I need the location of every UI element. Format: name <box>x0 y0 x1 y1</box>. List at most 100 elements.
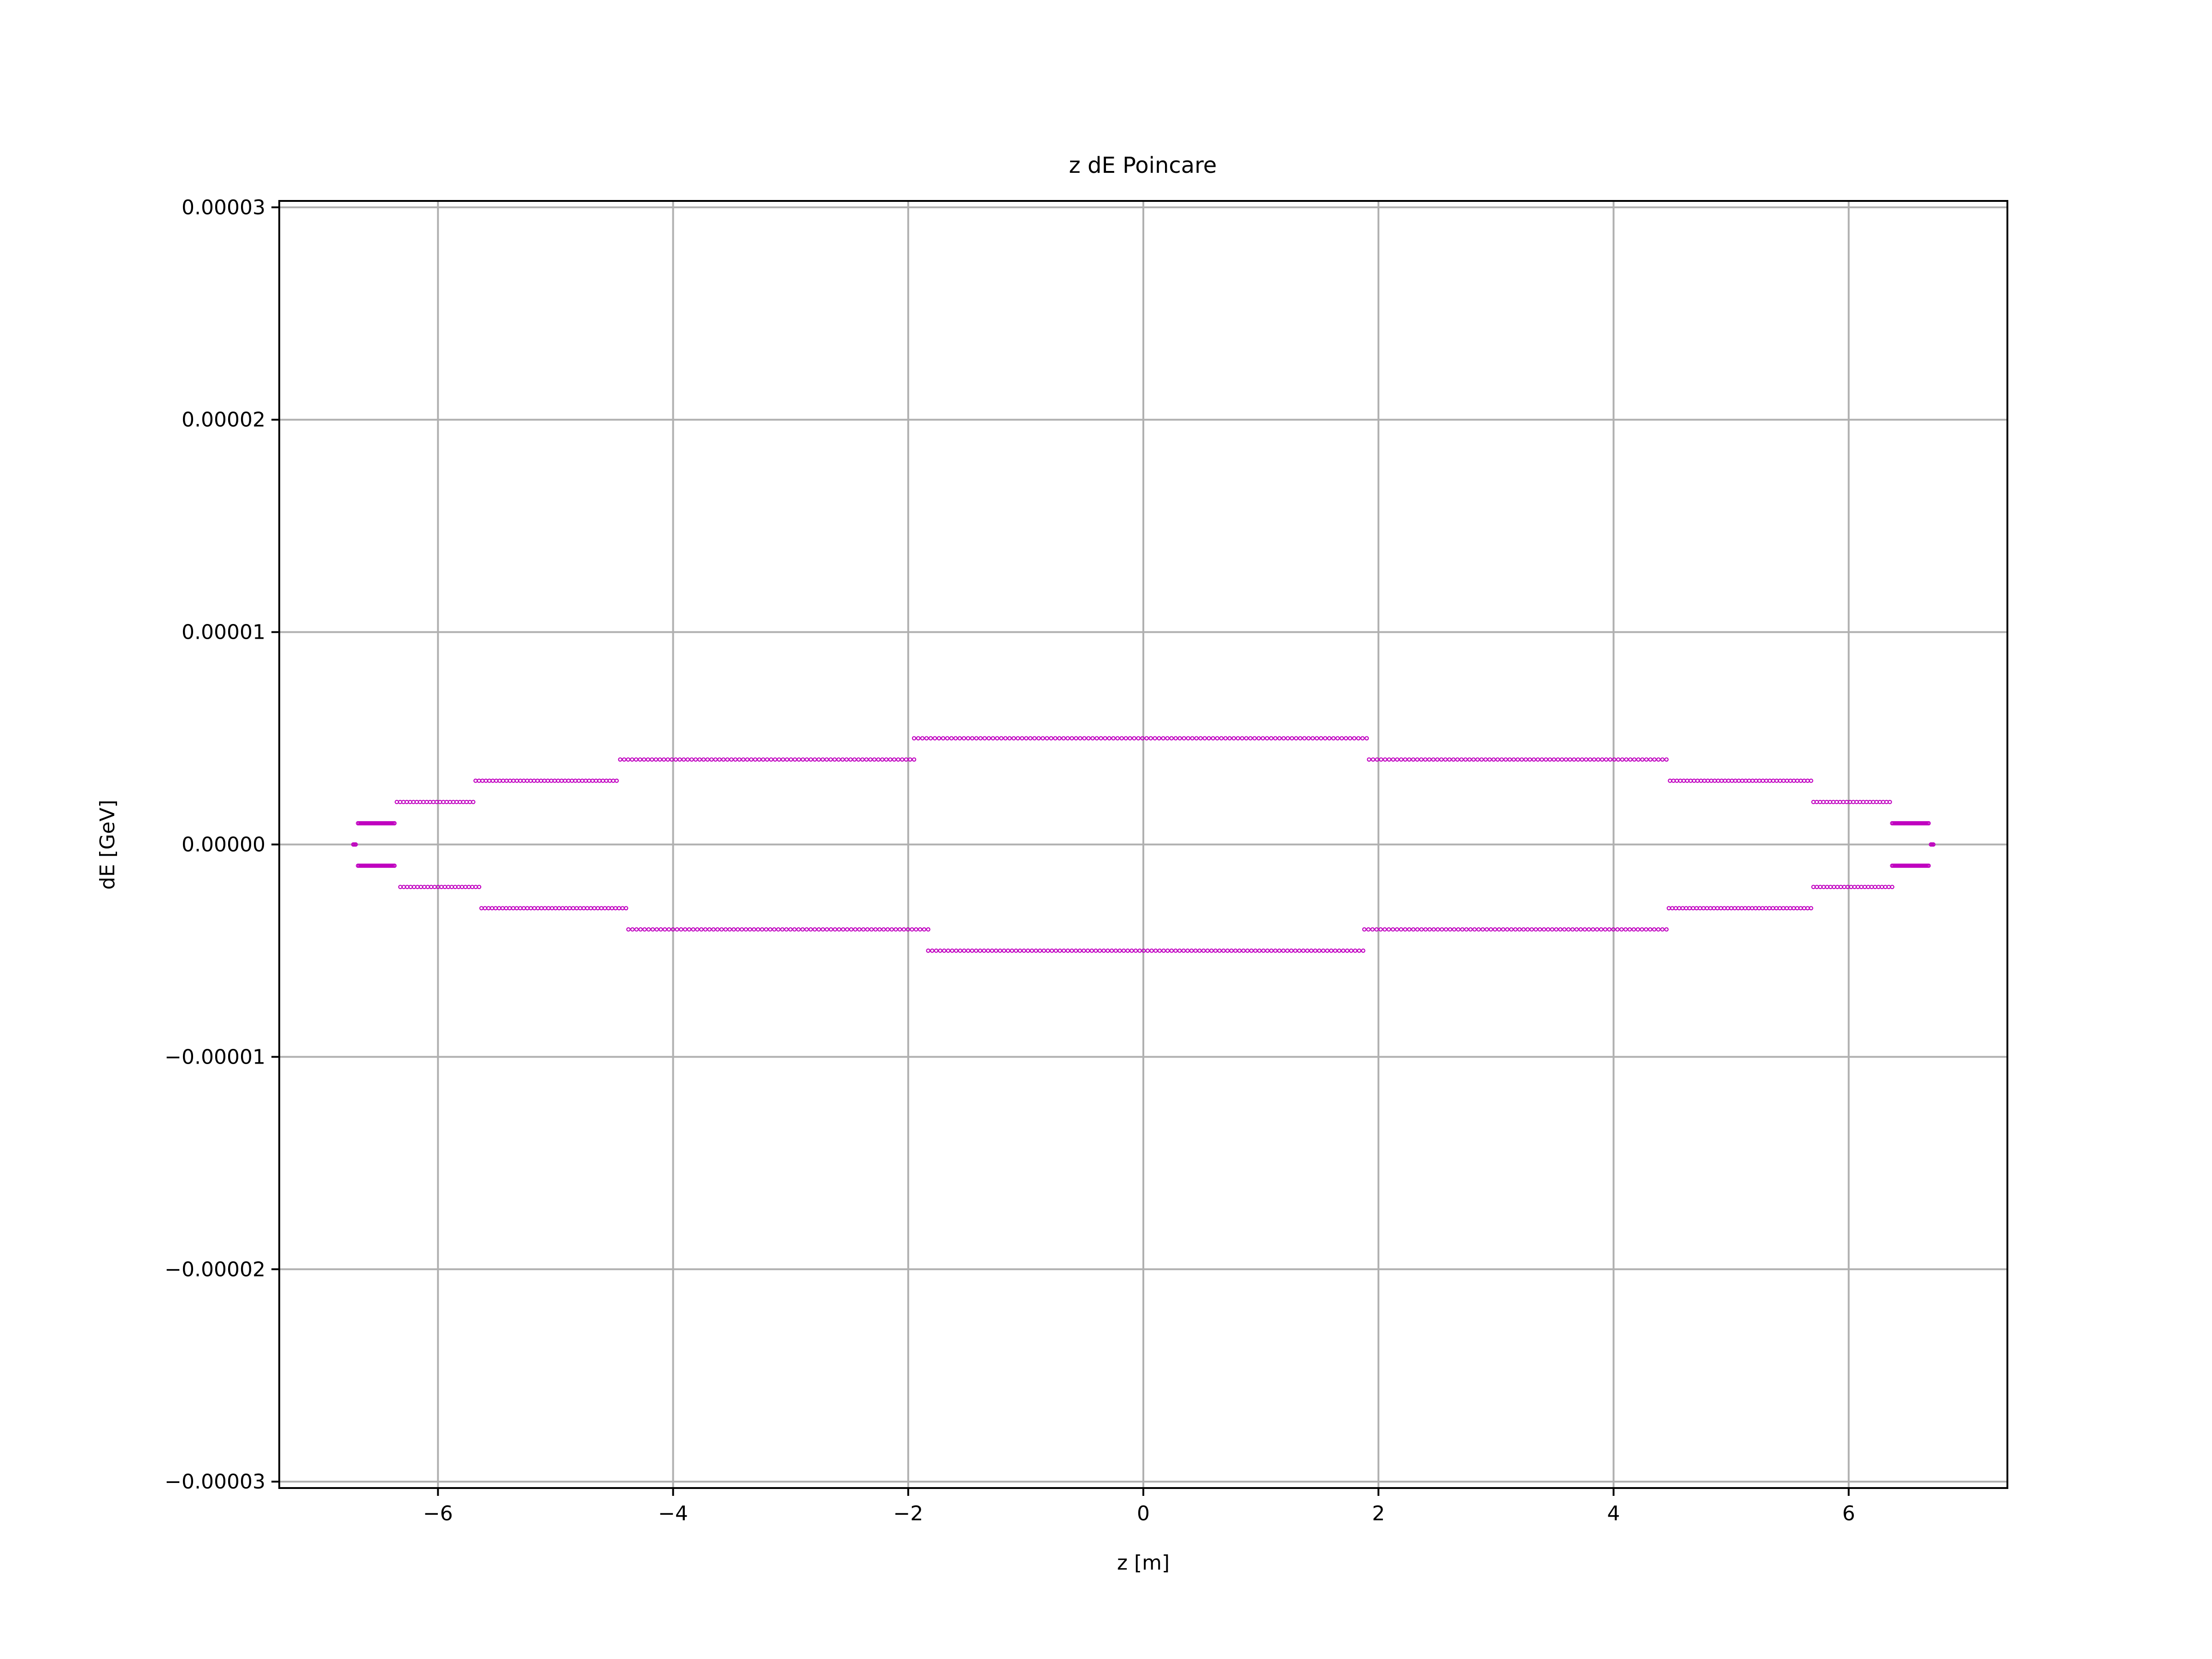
y-tick-label: 0.00000 <box>182 833 265 857</box>
data-point <box>1041 736 1045 741</box>
data-point <box>1331 736 1336 741</box>
data-point <box>1205 948 1210 953</box>
data-point <box>683 927 688 932</box>
data-point <box>1608 757 1612 762</box>
data-point <box>793 757 797 762</box>
data-point <box>1535 757 1540 762</box>
data-point <box>1635 927 1640 932</box>
data-point <box>1225 948 1230 953</box>
data-point <box>1211 736 1216 741</box>
data-point <box>1111 736 1116 741</box>
data-point <box>1077 948 1082 953</box>
data-point <box>957 736 962 741</box>
data-point <box>1931 842 1936 847</box>
data-point <box>653 757 659 762</box>
data-point <box>776 927 781 932</box>
data-point <box>618 757 623 762</box>
y-axis-label: dE [GeV] <box>96 800 119 889</box>
data-point <box>1314 736 1319 741</box>
data-point <box>1640 927 1644 932</box>
data-point <box>1382 757 1388 762</box>
data-point <box>982 736 987 741</box>
data-point <box>1310 736 1315 741</box>
data-point <box>849 927 853 932</box>
data-point <box>1476 927 1481 932</box>
data-point <box>896 757 900 762</box>
data-point <box>1636 757 1641 762</box>
data-point <box>1444 927 1448 932</box>
data-point <box>740 927 744 932</box>
data-point <box>661 757 666 762</box>
data-point <box>914 927 918 932</box>
data-point <box>1451 757 1456 762</box>
data-point <box>1399 757 1404 762</box>
data-point <box>1352 736 1357 741</box>
data-point <box>1353 948 1358 953</box>
data-point <box>1115 736 1120 741</box>
data-point <box>1479 757 1484 762</box>
data-point <box>788 757 794 762</box>
data-point <box>1012 736 1016 741</box>
data-point <box>852 757 857 762</box>
data-point <box>1269 948 1274 953</box>
data-point <box>1049 948 1054 953</box>
data-point <box>961 736 966 741</box>
data-point <box>945 736 950 741</box>
data-point <box>1464 927 1469 932</box>
data-point <box>1025 948 1030 953</box>
data-point <box>1013 948 1018 953</box>
data-point <box>1030 948 1035 953</box>
data-point <box>1483 757 1488 762</box>
data-point <box>1411 757 1416 762</box>
data-point <box>932 736 937 741</box>
data-point <box>865 927 870 932</box>
data-point <box>780 927 785 932</box>
data-point <box>965 736 971 741</box>
data-point <box>1660 927 1665 932</box>
data-point <box>1419 757 1424 762</box>
data-point <box>654 927 659 932</box>
data-point <box>1382 927 1387 932</box>
data-point <box>781 757 785 762</box>
data-point <box>707 927 712 932</box>
data-point <box>833 927 837 932</box>
data-point <box>926 948 930 953</box>
data-point <box>958 948 963 953</box>
data-point <box>1531 757 1536 762</box>
data-point <box>800 757 805 762</box>
data-point <box>1333 948 1338 953</box>
data-point <box>1070 736 1074 741</box>
data-point <box>1550 927 1554 932</box>
data-point <box>1229 948 1234 953</box>
data-point <box>1360 736 1365 741</box>
data-point <box>665 757 670 762</box>
y-tick-label: 0.00002 <box>182 408 265 432</box>
data-points <box>351 736 1936 953</box>
data-point <box>1065 736 1070 741</box>
data-point <box>1121 948 1126 953</box>
data-point <box>1037 948 1042 953</box>
data-point <box>1289 736 1294 741</box>
data-point <box>962 948 966 953</box>
data-point <box>1165 736 1170 741</box>
data-point <box>1001 948 1006 953</box>
data-point <box>717 757 722 762</box>
data-point <box>1594 927 1600 932</box>
data-point <box>777 757 782 762</box>
data-point <box>796 757 801 762</box>
data-point <box>970 736 975 741</box>
data-point <box>1070 948 1074 953</box>
data-point <box>1227 736 1232 741</box>
data-point <box>1007 736 1012 741</box>
data-point <box>1265 948 1270 953</box>
data-point <box>1252 736 1257 741</box>
data-point <box>1244 736 1249 741</box>
data-point <box>1447 927 1453 932</box>
data-point <box>1034 948 1038 953</box>
data-point <box>1061 736 1066 741</box>
data-point <box>857 927 862 932</box>
data-point <box>1367 757 1371 762</box>
x-tick-label: −2 <box>893 1502 923 1525</box>
data-point <box>1628 757 1633 762</box>
